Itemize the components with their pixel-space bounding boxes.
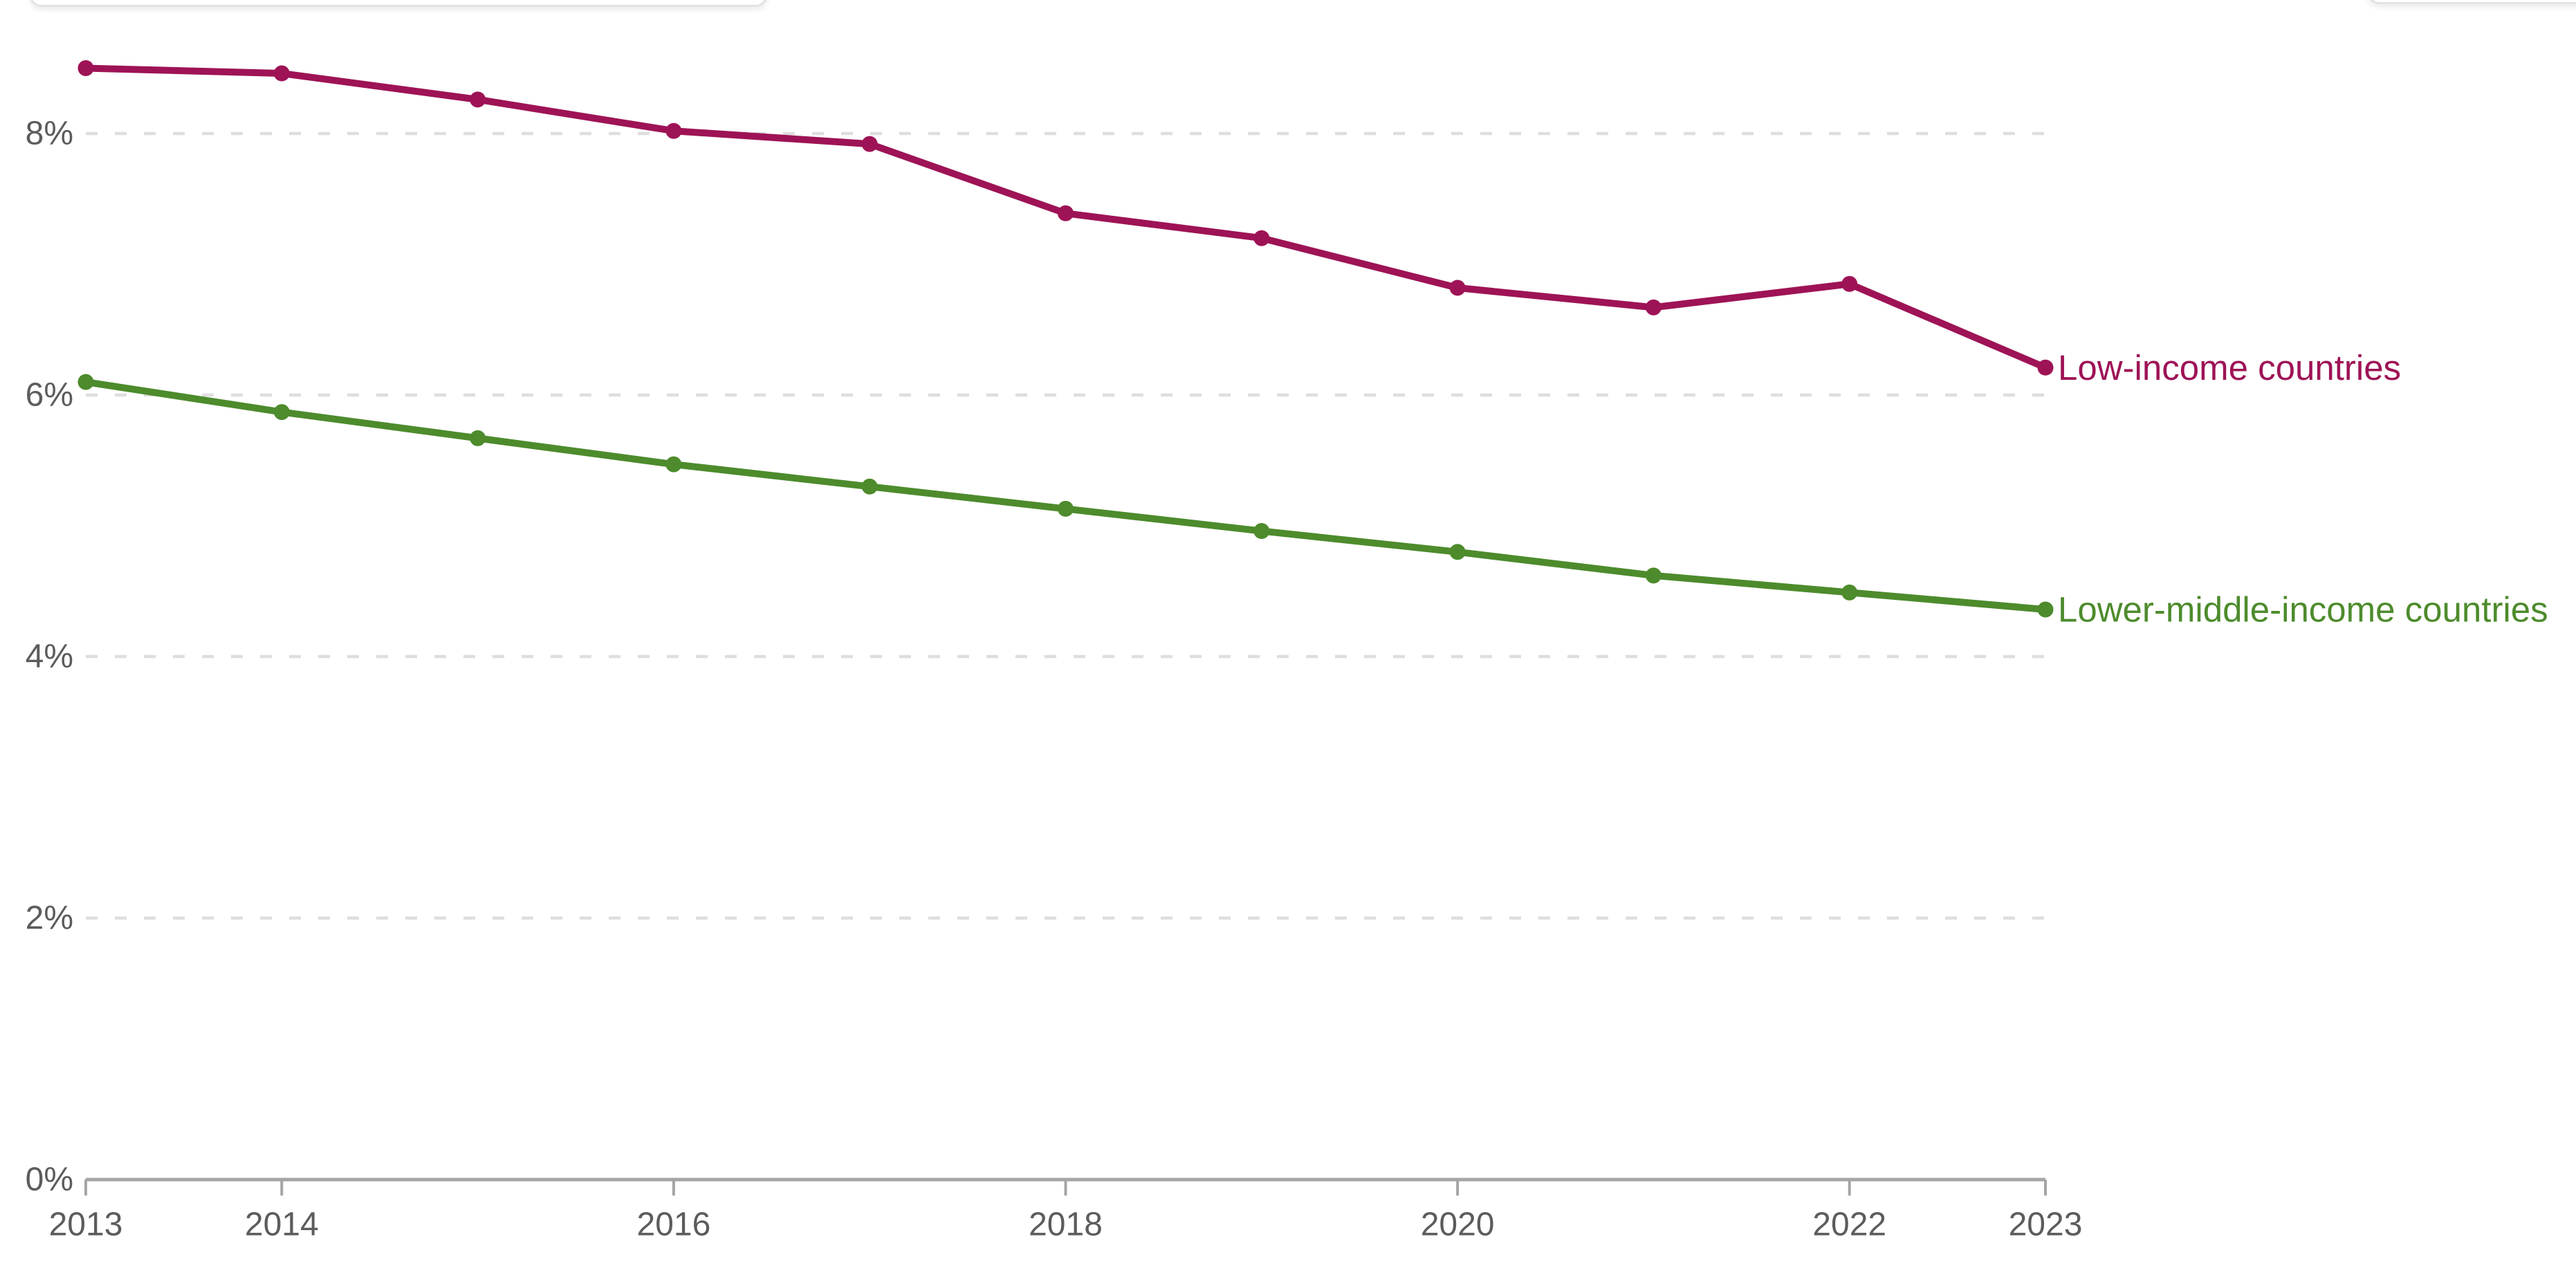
data-point-low-income-countries-2023[interactable] (2037, 359, 2054, 376)
y-tick-label-6pct: 6% (26, 377, 73, 414)
x-tick-label-2018: 2018 (1029, 1207, 1103, 1243)
data-point-lower-middle-income-countries-2013[interactable] (77, 374, 94, 390)
data-point-lower-middle-income-countries-2023[interactable] (2037, 601, 2054, 618)
data-point-low-income-countries-2021[interactable] (1645, 299, 1662, 315)
data-point-low-income-countries-2018[interactable] (1058, 205, 1074, 221)
series-label-low-income-countries[interactable]: Low-income countries (2058, 348, 2401, 387)
series-label-lower-middle-income-countries[interactable]: Lower-middle-income countries (2058, 589, 2548, 629)
y-tick-label-0pct: 0% (26, 1162, 73, 1198)
x-tick-label-2016: 2016 (637, 1207, 711, 1243)
x-tick-label-2023: 2023 (2009, 1207, 2083, 1243)
data-point-low-income-countries-2017[interactable] (861, 136, 878, 152)
data-point-lower-middle-income-countries-2022[interactable] (1841, 584, 1858, 601)
y-tick-label-4pct: 4% (26, 639, 73, 675)
gridlines (86, 131, 2049, 920)
data-point-lower-middle-income-countries-2014[interactable] (273, 404, 290, 421)
series-low-income-countries[interactable]: Low-income countries (77, 60, 2402, 387)
y-axis-labels: 0% 2% 4% 6% 8% (26, 116, 73, 1198)
y-tick-label-8pct: 8% (26, 116, 73, 152)
data-point-low-income-countries-2022[interactable] (1841, 275, 1858, 292)
data-point-lower-middle-income-countries-2017[interactable] (861, 478, 878, 495)
data-point-low-income-countries-2016[interactable] (665, 122, 682, 139)
data-point-low-income-countries-2020[interactable] (1449, 280, 1466, 296)
series-line-lower-middle-income-countries[interactable] (82, 378, 2049, 613)
data-point-low-income-countries-2015[interactable] (470, 91, 486, 108)
series-lower-middle-income-countries[interactable]: Lower-middle-income countries (77, 374, 2548, 630)
y-tick-label-2pct: 2% (26, 900, 73, 937)
data-point-low-income-countries-2019[interactable] (1253, 230, 1270, 246)
data-point-lower-middle-income-countries-2019[interactable] (1253, 523, 1270, 540)
data-point-lower-middle-income-countries-2015[interactable] (470, 430, 486, 446)
x-tick-label-2014: 2014 (245, 1207, 319, 1243)
data-point-lower-middle-income-countries-2018[interactable] (1058, 500, 1074, 517)
data-point-low-income-countries-2014[interactable] (273, 65, 290, 82)
x-tick-label-2013: 2013 (49, 1207, 123, 1243)
data-point-lower-middle-income-countries-2021[interactable] (1645, 567, 1662, 584)
x-axis: 2013 2014 2016 2018 2020 2022 2023 (49, 1178, 2083, 1243)
x-tick-label-2022: 2022 (1812, 1207, 1886, 1243)
data-point-lower-middle-income-countries-2016[interactable] (665, 456, 682, 473)
data-point-low-income-countries-2013[interactable] (77, 60, 94, 76)
data-point-lower-middle-income-countries-2020[interactable] (1449, 544, 1466, 560)
x-tick-label-2020: 2020 (1421, 1207, 1495, 1243)
